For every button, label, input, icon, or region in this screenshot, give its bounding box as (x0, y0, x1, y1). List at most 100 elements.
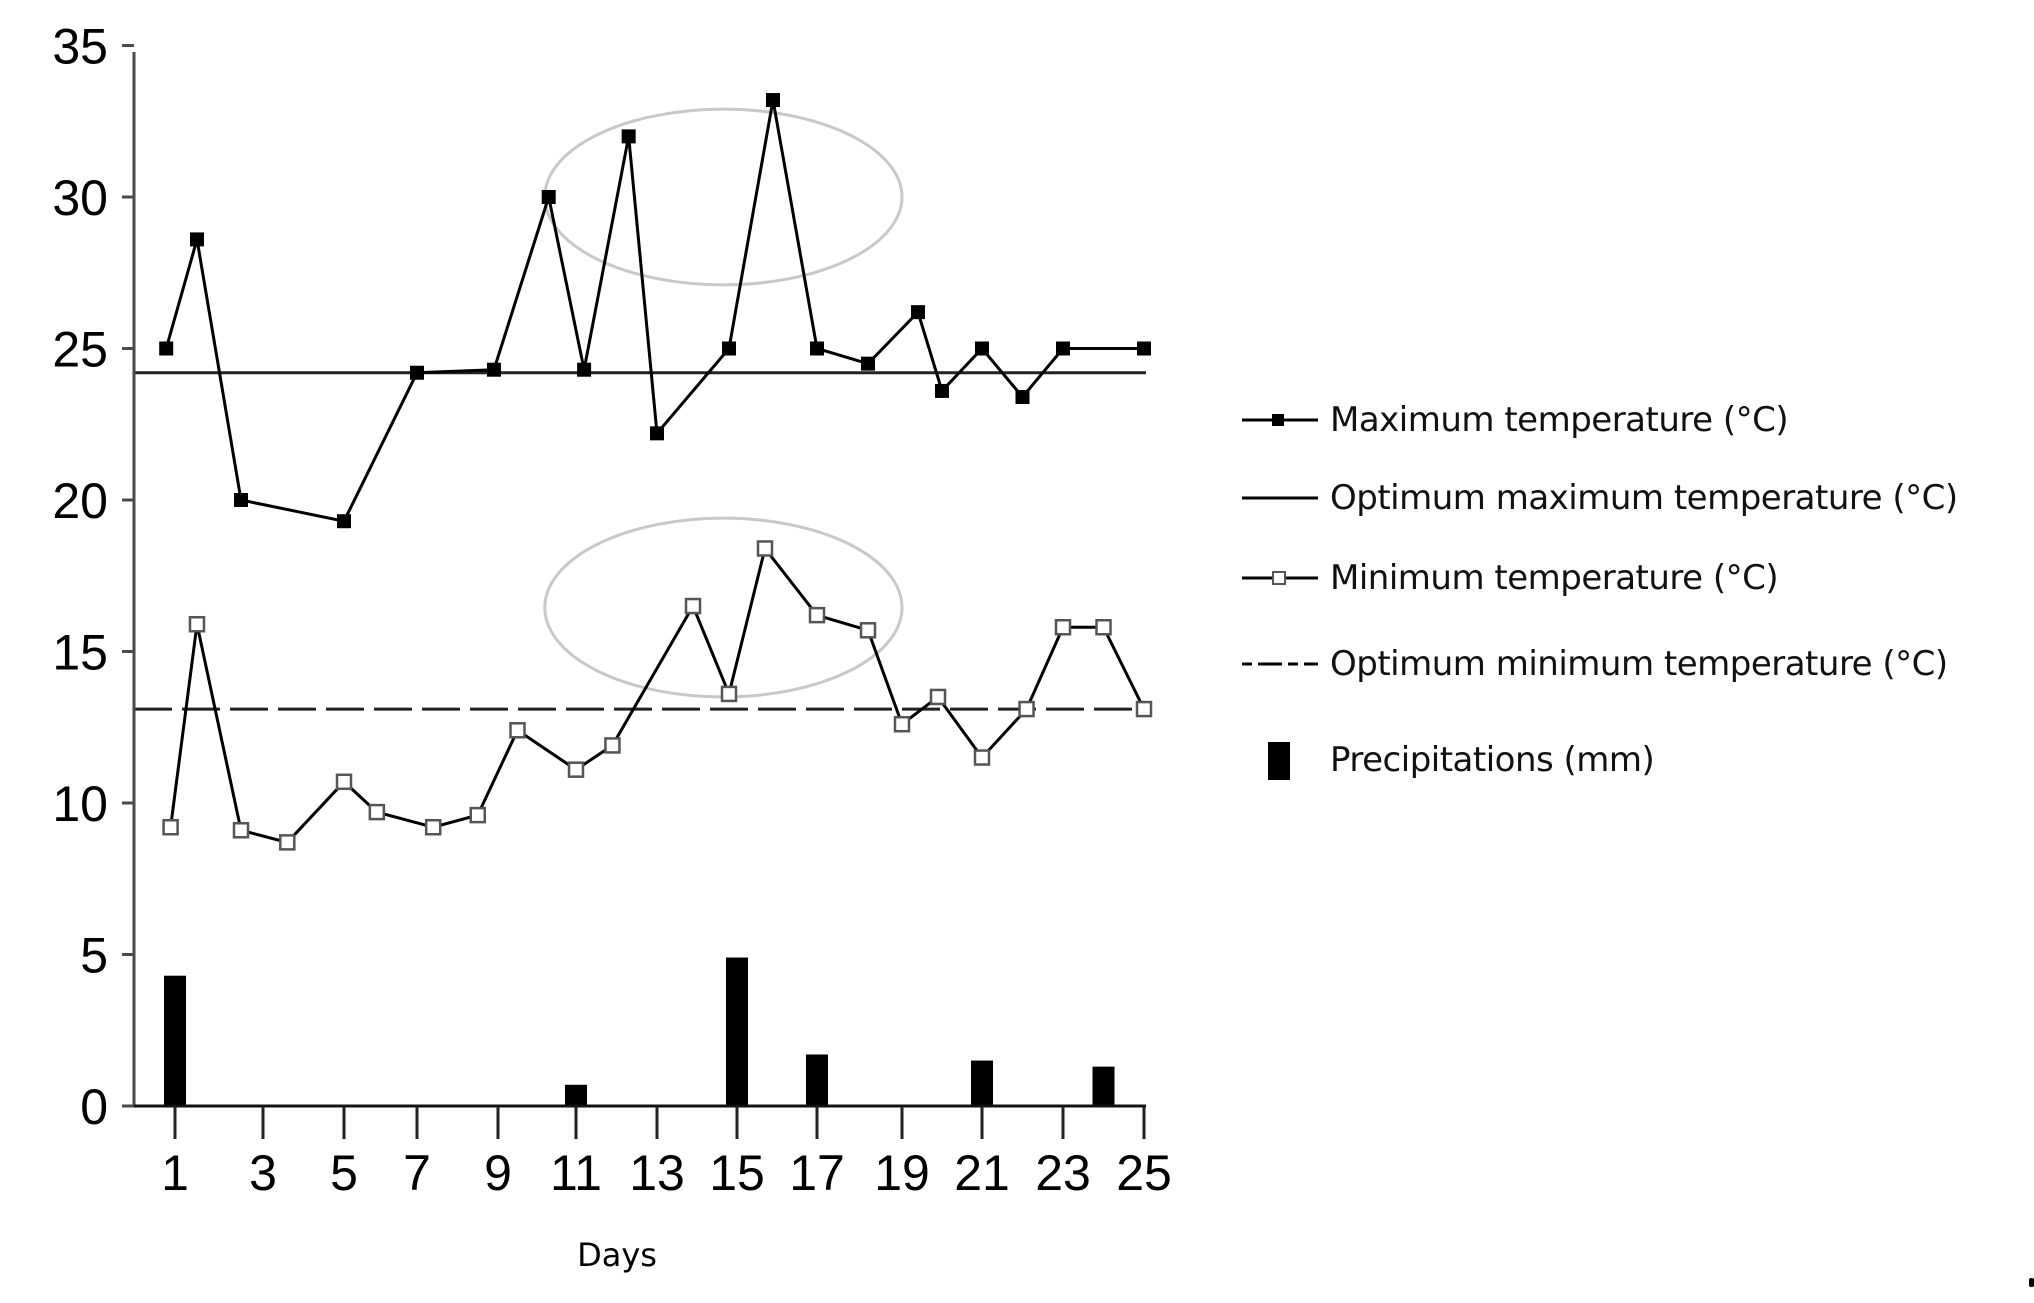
highlight-ellipse (543, 107, 904, 287)
x-tick-label: 13 (629, 1145, 685, 1201)
x-tick-label: 25 (1116, 1145, 1172, 1201)
x-tick-label: 17 (789, 1145, 845, 1201)
y-tick-label: 35 (52, 19, 108, 75)
min-temp-marker (684, 597, 702, 615)
y-tick-label: 10 (52, 776, 108, 832)
black-bar-icon (1238, 740, 1322, 780)
legend-item-optimum-max-temperature: Optimum maximum temperature (°C) (1238, 473, 1958, 523)
max-temp-marker (766, 93, 780, 108)
legend-item-max-temperature: Maximum temperature (°C) (1238, 395, 1789, 445)
precipitation-bar (726, 957, 748, 1106)
y-tick-label: 0 (80, 1079, 108, 1135)
line-filled-square-icon (1238, 400, 1322, 440)
max-temp-marker (722, 341, 736, 356)
x-tick-label: 3 (249, 1145, 277, 1201)
y-tick-label: 25 (52, 322, 108, 378)
series-line (164, 99, 1144, 523)
max-temperature-series (159, 93, 1151, 529)
min-temp-marker (929, 688, 947, 706)
legend-item-min-temperature: Minimum temperature (°C) (1238, 553, 1779, 603)
legend-label: Maximum temperature (°C) (1330, 400, 1789, 440)
x-tick-label: 7 (403, 1145, 431, 1201)
min-temp-marker (973, 749, 991, 766)
x-tick-label: 9 (484, 1145, 512, 1201)
min-temp-marker (859, 622, 877, 639)
x-tick-label: 21 (954, 1145, 1010, 1201)
legend-item-precipitations: Precipitations (mm) (1238, 735, 1655, 785)
min-temp-marker (604, 737, 621, 754)
precipitation-bar (565, 1084, 587, 1106)
x-tick-label: 5 (330, 1145, 358, 1201)
legend-label: Precipitations (mm) (1330, 740, 1655, 780)
max-temp-marker (621, 129, 636, 144)
optimum-reference-lines (134, 371, 1146, 711)
y-tick-label: 20 (52, 473, 108, 529)
max-temp-marker (1056, 341, 1070, 356)
x-tick-label: 15 (709, 1145, 765, 1201)
y-tick-label: 15 (52, 625, 108, 681)
max-temp-marker (410, 365, 424, 380)
max-temp-marker (935, 383, 949, 398)
max-temp-marker (541, 190, 556, 204)
min-temp-marker (808, 606, 826, 624)
min-temp-marker (1018, 700, 1035, 718)
dashed-line-icon (1238, 644, 1322, 684)
max-temp-marker (810, 341, 824, 356)
max-temp-marker (1137, 341, 1151, 356)
highlight-ellipse (543, 516, 904, 699)
x-tick-label: 19 (874, 1145, 930, 1201)
stray-mark (2029, 1278, 2034, 1287)
legend-item-optimum-min-temperature: Optimum minimum temperature (°C) (1238, 639, 1948, 689)
max-temp-marker (577, 362, 592, 377)
line-open-square-icon (1238, 558, 1322, 598)
min-temp-marker (893, 715, 911, 733)
min-temp-marker (232, 822, 250, 839)
legend-label: Optimum maximum temperature (°C) (1330, 478, 1958, 518)
y-tick-label: 30 (52, 170, 108, 226)
min-temp-marker (424, 818, 442, 836)
x-tick-label: 23 (1035, 1145, 1091, 1201)
max-temp-marker (650, 426, 664, 441)
min-temp-marker (469, 806, 486, 824)
min-temp-marker (509, 722, 526, 739)
legend-label: Minimum temperature (°C) (1330, 558, 1779, 598)
legend-label: Optimum minimum temperature (°C) (1330, 644, 1948, 684)
precipitation-bars (164, 957, 1115, 1106)
min-temp-marker (1135, 700, 1153, 718)
precipitation-bar (164, 975, 186, 1106)
solid-line-icon (1238, 478, 1322, 518)
min-temp-marker (335, 773, 353, 791)
min-temperature-series (162, 540, 1153, 851)
max-temp-marker (975, 341, 989, 356)
highlight-ellipses (543, 107, 904, 699)
x-axis-ticks: 1 3 5 7 9 11 13 15 17 19 21 23 25 (161, 1106, 1172, 1201)
max-temp-marker (159, 341, 174, 356)
x-axis-title: Days (577, 1236, 657, 1274)
y-tick-label: 5 (80, 928, 108, 984)
min-temp-marker (162, 818, 179, 836)
x-tick-label: 1 (161, 1145, 189, 1201)
precipitation-bar (1092, 1066, 1115, 1106)
min-temp-marker (368, 803, 386, 821)
max-temp-marker (190, 232, 204, 247)
max-temp-marker (911, 305, 925, 320)
series-line (169, 545, 1146, 845)
min-temp-marker (188, 615, 206, 633)
min-temp-marker (567, 761, 585, 778)
max-temp-marker (861, 356, 875, 371)
max-temp-marker (234, 493, 248, 507)
min-temp-marker (279, 834, 296, 851)
max-temp-marker (486, 362, 501, 377)
max-temp-marker (1015, 389, 1030, 404)
precipitation-bar (806, 1054, 828, 1106)
axes (125, 52, 1146, 1108)
max-temp-marker (337, 514, 351, 529)
min-temp-marker (720, 685, 738, 703)
y-axis-ticks: 0 5 10 15 20 25 30 35 (52, 19, 134, 1135)
min-temp-marker (1095, 619, 1112, 636)
precipitation-bar (971, 1060, 993, 1106)
min-temp-marker (756, 540, 774, 557)
min-temp-marker (1054, 619, 1072, 636)
x-tick-label: 11 (550, 1145, 602, 1201)
